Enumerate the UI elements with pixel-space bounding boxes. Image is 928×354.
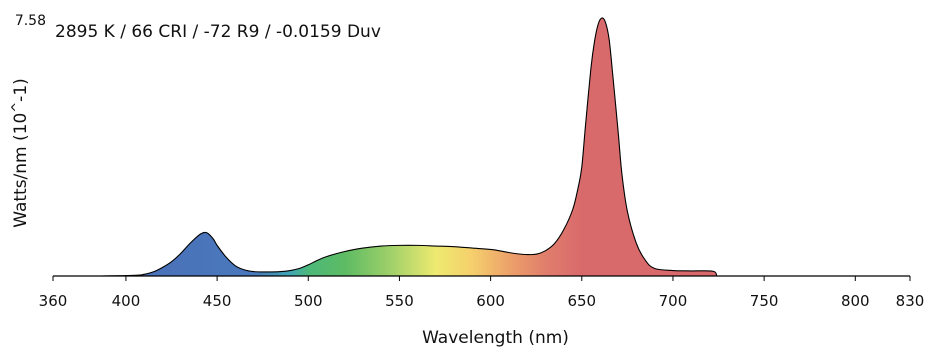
x-tick-label: 450 [203,292,232,310]
x-tick-label: 550 [385,292,414,310]
chart-title: 2895 K / 66 CRI / -72 R9 / -0.0159 Duv [55,22,381,42]
x-tick-layer: 360 400 450 500 550 600 650 700 750 800 830 [39,276,925,310]
x-axis-label: Wavelength (nm) [422,328,569,348]
spectrum-area [98,17,717,276]
y-max-label: 7.58 [15,13,46,29]
x-tick-label: 650 [567,292,596,310]
x-tick-label: 700 [659,292,688,310]
x-tick-label: 800 [841,292,870,310]
spectrum-curve-layer [98,17,718,277]
x-tick-label: 600 [476,292,505,310]
x-tick-label: 400 [112,292,141,310]
spectrum-line [98,17,718,277]
x-tick-label: 830 [896,292,925,310]
x-tick-label: 500 [294,292,323,310]
y-axis-label: Watts/nm (10^-1) [10,78,31,228]
x-tick-label: 360 [39,292,68,310]
x-tick-label: 750 [750,292,779,310]
